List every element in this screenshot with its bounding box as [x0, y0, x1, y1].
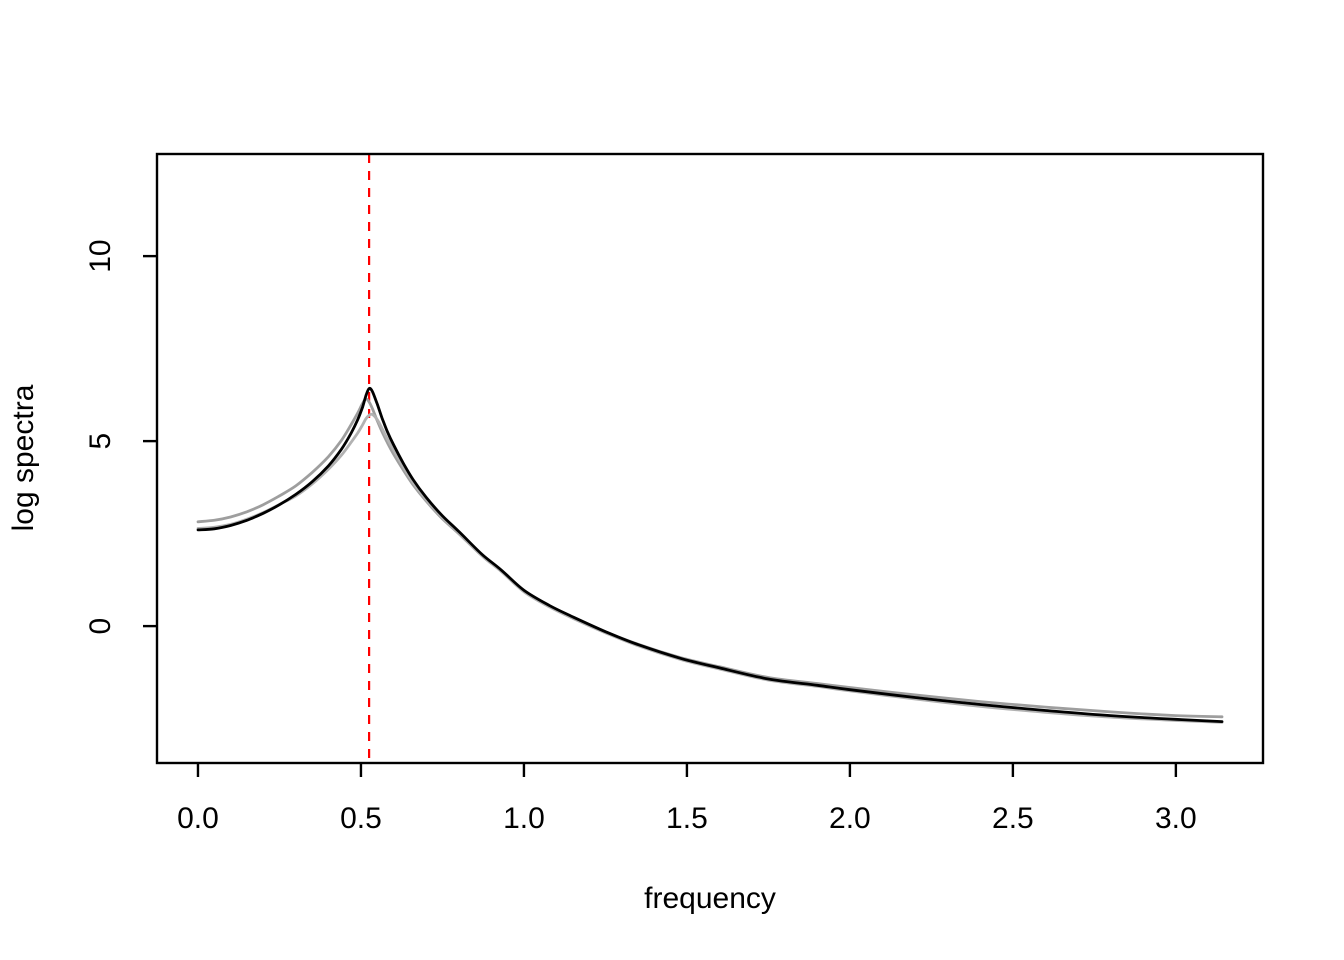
- y-axis-ticks: 0 5 10: [84, 239, 157, 634]
- x-axis-title: frequency: [644, 882, 776, 915]
- plot-border: [155, 152, 1265, 765]
- x-tick-label: 1.5: [666, 802, 708, 835]
- y-tick-label: 5: [84, 433, 117, 450]
- x-tick-label: 2.5: [992, 802, 1034, 835]
- true-spectrum-black-curve: [196, 386, 1224, 723]
- estimated-spectrum-gray-upper-curve: [196, 397, 1224, 719]
- y-tick-label: 0: [84, 618, 117, 635]
- x-tick-label: 0.5: [340, 802, 382, 835]
- x-tick-label: 0.0: [177, 802, 219, 835]
- estimated-spectrum-gray-lower-curve: [196, 412, 1224, 724]
- x-axis-ticks: 0.0 0.5 1.0 1.5 2.0 2.5 3.0: [177, 763, 1197, 835]
- x-tick-label: 3.0: [1155, 802, 1197, 835]
- curves-group: [196, 386, 1224, 724]
- x-tick-label: 2.0: [829, 802, 871, 835]
- y-axis-title: log spectra: [7, 384, 40, 531]
- x-tick-label: 1.0: [503, 802, 545, 835]
- y-tick-label: 10: [84, 239, 117, 272]
